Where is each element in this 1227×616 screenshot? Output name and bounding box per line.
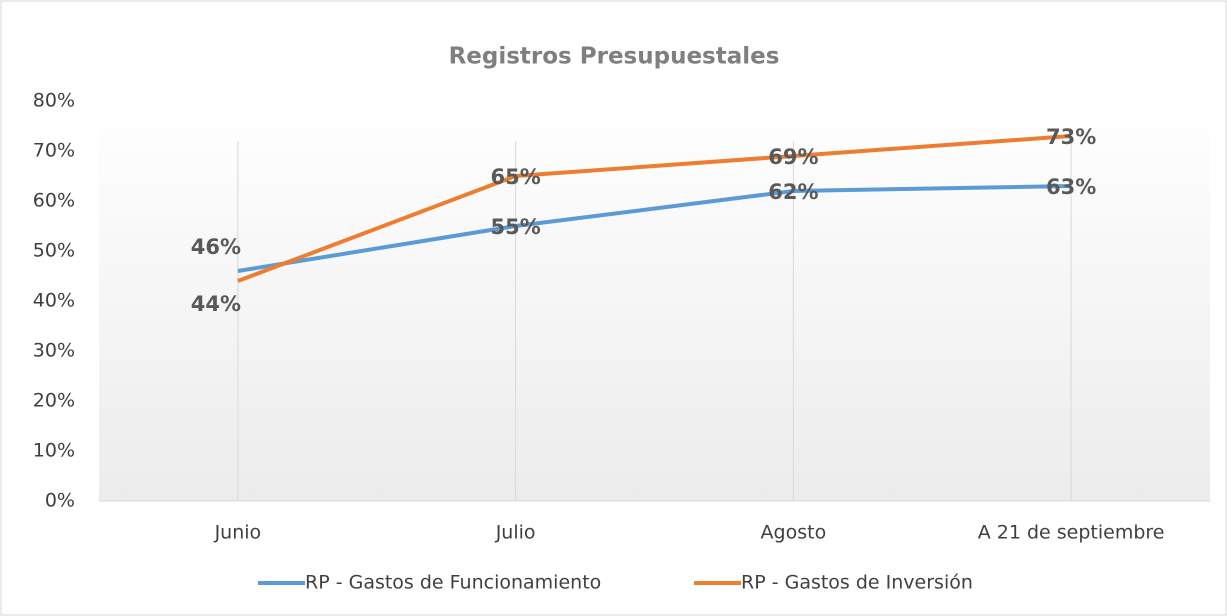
data-label: 73% [1046, 125, 1096, 149]
legend-label: RP - Gastos de Funcionamiento [305, 572, 601, 594]
y-tick-label: 50% [33, 240, 75, 262]
data-label: 46% [191, 235, 241, 259]
y-tick-label: 80% [33, 90, 75, 112]
y-tick-label: 40% [33, 290, 75, 312]
x-tick-label: A 21 de septiembre [978, 522, 1165, 544]
y-tick-label: 70% [33, 140, 75, 162]
y-tick-label: 0% [45, 490, 75, 512]
series-line [237, 184, 1072, 273]
data-label: 63% [1046, 175, 1096, 199]
legend-label: RP - Gastos de Inversión [741, 572, 973, 594]
chart-title: Registros Presupuestales [449, 44, 780, 70]
series-line [237, 134, 1072, 283]
plot-area [99, 101, 1210, 501]
data-label: 44% [191, 292, 241, 316]
data-label: 65% [490, 165, 540, 189]
data-label: 69% [768, 145, 818, 169]
y-tick-label: 20% [33, 390, 75, 412]
x-tick-label: Julio [495, 522, 536, 544]
x-tick-label: Junio [214, 522, 262, 544]
y-tick-label: 30% [33, 340, 75, 362]
data-label: 62% [768, 180, 818, 204]
y-tick-label: 10% [33, 440, 75, 462]
data-label: 55% [490, 215, 540, 239]
x-tick-label: Agosto [761, 522, 827, 544]
y-tick-label: 60% [33, 190, 75, 212]
